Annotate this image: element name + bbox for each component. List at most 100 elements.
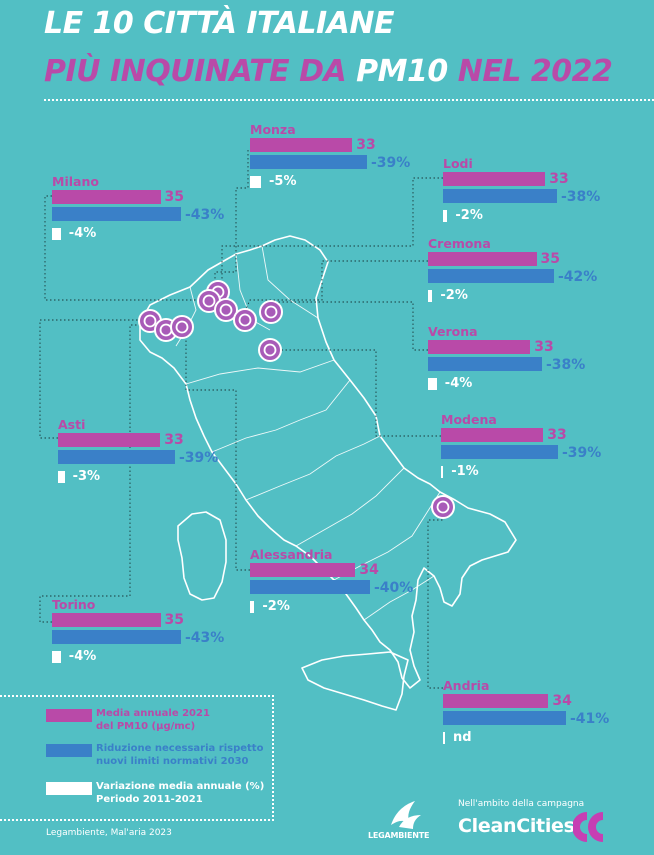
- city-name-torino: Torino: [52, 597, 96, 612]
- legend-swatch-pm10: [46, 709, 92, 722]
- title-line-2: PIÙ INQUINATE DA PM10 NEL 2022: [44, 54, 613, 89]
- value-pm10-verona: 33: [534, 339, 554, 355]
- bar-riduzione-monza: [250, 155, 367, 169]
- bar-pm10-torino: [52, 613, 161, 627]
- legend-text-line: Media annuale 2021: [96, 708, 210, 719]
- leader-verona: [270, 301, 428, 351]
- legambiente-label: LEGAMBIENTE: [368, 831, 430, 840]
- source-note: Legambiente, Mal'aria 2023: [46, 828, 172, 838]
- title-part-c: NEL 2022: [447, 54, 613, 89]
- bar-pm10-monza: [250, 138, 353, 152]
- peninsula-outline: [139, 235, 517, 689]
- legend-text-line: del PM10 (µg/mc): [96, 721, 196, 732]
- legend-swatch-variazione: [46, 782, 92, 795]
- value-variazione-alessandria: -2%: [262, 599, 290, 614]
- sardinia-outline: [177, 511, 227, 601]
- region-border: [261, 245, 319, 319]
- city-name-verona: Verona: [428, 324, 478, 339]
- value-pm10-modena: 33: [547, 427, 567, 443]
- marker-lodi: [214, 298, 238, 322]
- legend-text-line: Periodo 2011-2021: [96, 794, 203, 805]
- bar-riduzione-cremona: [428, 269, 554, 283]
- legend-text-line: Riduzione necessaria rispetto: [96, 743, 264, 754]
- legend-text-pm10: Media annuale 2021 del PM10 (µg/mc): [96, 707, 210, 733]
- bar-variazione-modena: [441, 466, 444, 478]
- leader-modena: [274, 349, 441, 437]
- bar-variazione-monza: [250, 176, 261, 188]
- marker-modena: [258, 338, 282, 362]
- value-riduzione-asti: -39%: [179, 450, 219, 466]
- leader-lodi: [221, 177, 443, 304]
- leader-asti: [39, 319, 150, 439]
- bar-variazione-alessandria: [250, 601, 255, 613]
- legend: Media annuale 2021 del PM10 (µg/mc) Riduz…: [0, 695, 274, 821]
- leader-monza: [214, 150, 249, 292]
- bar-riduzione-lodi: [443, 189, 557, 203]
- region-border: [211, 379, 351, 453]
- bar-variazione-andria: [443, 732, 445, 744]
- city-name-asti: Asti: [58, 417, 86, 432]
- value-riduzione-verona: -38%: [546, 357, 586, 373]
- marker-andria: [431, 495, 455, 519]
- value-riduzione-alessandria: -40%: [374, 580, 414, 596]
- marker-alessandria: [170, 315, 194, 339]
- bar-pm10-verona: [428, 340, 531, 354]
- value-variazione-milano: -4%: [68, 226, 97, 241]
- title-line-1: LE 10 CITTÀ ITALIANE: [44, 6, 395, 41]
- campaign-text: Nell'ambito della campagna: [458, 799, 585, 809]
- value-pm10-asti: 33: [164, 432, 184, 448]
- value-riduzione-modena: -39%: [562, 445, 602, 461]
- city-name-modena: Modena: [441, 412, 497, 427]
- bar-pm10-lodi: [443, 172, 546, 186]
- value-pm10-torino: 35: [164, 612, 184, 628]
- title-divider: [44, 99, 654, 101]
- region-border: [235, 253, 271, 331]
- bar-pm10-asti: [58, 433, 161, 447]
- bar-riduzione-torino: [52, 630, 181, 644]
- value-riduzione-monza: -39%: [371, 155, 411, 171]
- value-riduzione-cremona: -42%: [558, 269, 598, 285]
- bar-variazione-torino: [52, 651, 61, 663]
- legend-text-line: nuovi limiti normativi 2030: [96, 756, 249, 767]
- legend-text-riduzione: Riduzione necessaria rispetto nuovi limit…: [96, 742, 263, 768]
- value-variazione-lodi: -2%: [455, 208, 483, 223]
- region-border: [363, 575, 435, 621]
- value-variazione-modena: -1%: [451, 464, 479, 479]
- bar-riduzione-asti: [58, 450, 175, 464]
- city-name-andria: Andria: [443, 678, 490, 693]
- bar-variazione-asti: [58, 471, 65, 483]
- value-variazione-andria: nd: [453, 730, 472, 745]
- city-markers: [138, 280, 455, 519]
- cleancities-logo: [573, 812, 603, 842]
- bar-riduzione-verona: [428, 357, 542, 371]
- value-variazione-asti: -3%: [72, 469, 101, 484]
- city-name-alessandria: Alessandria: [250, 547, 333, 562]
- city-name-cremona: Cremona: [428, 236, 491, 251]
- legend-swatch-riduzione: [46, 744, 92, 757]
- marker-verona: [259, 300, 283, 324]
- bar-riduzione-alessandria: [250, 580, 370, 594]
- value-riduzione-torino: -43%: [185, 630, 225, 646]
- legend-text-variazione: Variazione media annuale (%) Periodo 2011…: [96, 780, 264, 806]
- sicily-outline: [301, 651, 409, 711]
- bar-variazione-milano: [52, 228, 61, 240]
- bar-pm10-andria: [443, 694, 549, 708]
- leader-milano: [44, 195, 210, 301]
- bar-riduzione-milano: [52, 207, 181, 221]
- value-variazione-verona: -4%: [444, 376, 473, 391]
- bar-pm10-modena: [441, 428, 544, 442]
- city-name-lodi: Lodi: [443, 156, 473, 171]
- cleancities-logotext: CleanCities: [458, 815, 575, 837]
- bar-variazione-lodi: [443, 210, 448, 222]
- value-pm10-alessandria: 34: [359, 562, 379, 578]
- leader-cremona: [241, 260, 428, 319]
- region-border: [295, 467, 405, 547]
- value-variazione-torino: -4%: [68, 649, 97, 664]
- value-riduzione-milano: -43%: [185, 207, 225, 223]
- bar-pm10-cremona: [428, 252, 537, 266]
- region-borders: [175, 245, 441, 621]
- value-pm10-milano: 35: [164, 189, 184, 205]
- bar-variazione-verona: [428, 378, 437, 390]
